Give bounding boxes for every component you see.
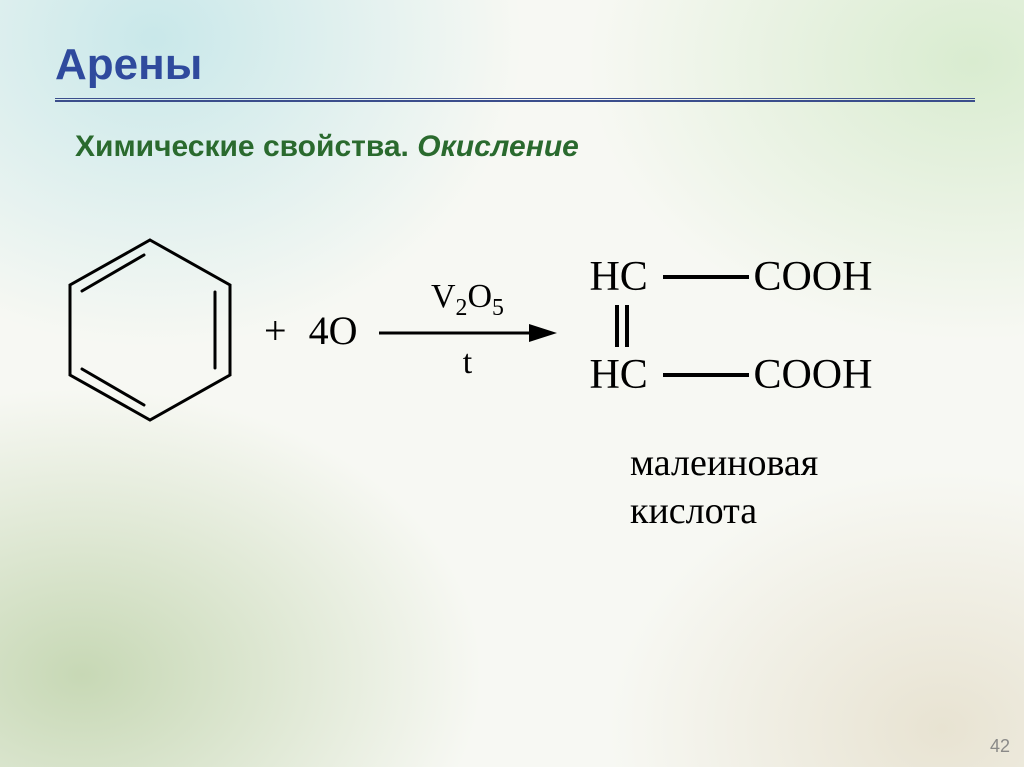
- title-divider: [55, 98, 975, 102]
- double-bond: [615, 305, 872, 347]
- oxygen-coeff: 4: [309, 308, 329, 353]
- catalyst-sub1: 2: [456, 295, 468, 321]
- catalyst-label: V2O5: [431, 280, 504, 321]
- catalyst-o: O: [467, 278, 492, 315]
- page-number: 42: [990, 736, 1010, 757]
- title-block: Арены: [55, 40, 975, 102]
- oxygen-symbol: O: [329, 308, 358, 353]
- benzene-ring: [60, 230, 240, 430]
- product-hc-bottom: HC: [589, 351, 655, 399]
- product-row-top: HC COOH: [589, 251, 872, 303]
- temperature-label: t: [463, 346, 472, 380]
- product-cooh-bottom: COOH: [753, 351, 872, 399]
- product-hc-top: HC: [589, 253, 655, 301]
- subtitle-italic: Окисление: [417, 130, 579, 163]
- slide-title: Арены: [55, 40, 975, 90]
- slide-subtitle: Химические свойства. Окисление: [75, 130, 579, 164]
- maleic-acid-structure: HC COOH HC COOH: [589, 251, 872, 401]
- reaction-arrow: [377, 322, 557, 344]
- product-row-bottom: HC COOH: [589, 349, 872, 401]
- product-name-line1: малеиновая: [630, 440, 818, 488]
- chemical-equation: + 4O V2O5 t HC COOH HC COOH: [60, 230, 872, 430]
- product-name: малеиновая кислота: [630, 440, 818, 535]
- catalyst-sub2: 5: [492, 295, 504, 321]
- product-name-line2: кислота: [630, 488, 818, 536]
- product-cooh-top: COOH: [753, 253, 872, 301]
- plus-sign: +: [264, 307, 287, 354]
- reaction-arrow-group: V2O5 t: [377, 280, 557, 381]
- single-bond-top: [663, 275, 749, 279]
- oxygen-reactant: 4O: [309, 307, 358, 354]
- single-bond-bottom: [663, 373, 749, 377]
- subtitle-prefix: Химические свойства.: [75, 130, 417, 163]
- catalyst-v: V: [431, 278, 456, 315]
